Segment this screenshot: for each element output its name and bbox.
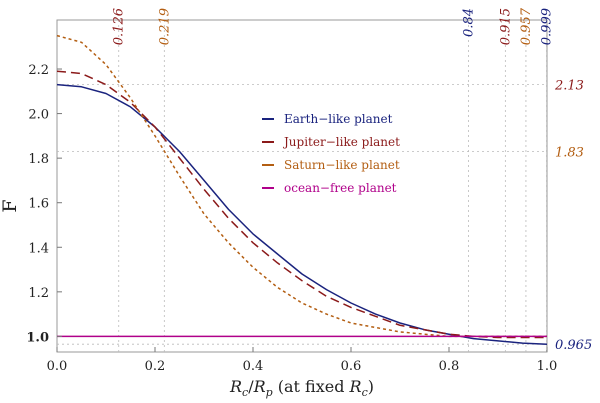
x-label-sub-c: c (242, 386, 248, 399)
ticks-layer: 0.0 0.2 0.4 0.6 0.8 1.0 1.0 1.2 1.4 1.6 1.8 2.0 2.2 (26, 63, 557, 374)
legend-label-2: Saturn−like planet (284, 158, 400, 172)
x-label-sub-c2: c (362, 386, 368, 399)
top-annotation-3: 0.915 (498, 8, 513, 45)
legend-label-1: Jupiter−like planet (282, 135, 400, 149)
top-annotation-5: 0.999 (540, 8, 555, 45)
right-annotation-2: 0.965 (555, 338, 592, 353)
right-annotation-1: 1.83 (555, 145, 584, 160)
x-label-r3: R (349, 377, 362, 396)
legend-label-3: ocean−free planet (284, 181, 397, 195)
x-tick-label-1: 0.2 (145, 359, 166, 374)
legend-label-0: Earth−like planet (284, 112, 393, 126)
top-annotation-4: 0.957 (519, 7, 534, 45)
x-axis-label: Rc/Rp (at fixed Rc) (229, 377, 374, 399)
y-tick-label-2: 1.4 (28, 241, 49, 256)
top-annotation-2: 0.84 (462, 8, 477, 37)
x-tick-label-5: 1.0 (537, 359, 558, 374)
top-annotation-1: 0.219 (157, 8, 172, 45)
x-label-r1: R (229, 377, 242, 396)
y-tick-label-4: 1.8 (28, 152, 49, 167)
x-tick-label-4: 0.8 (439, 359, 460, 374)
x-label-rest: (at fixed (273, 377, 350, 396)
plot-frame (56, 19, 548, 353)
annotation-labels: 0.126 0.219 0.84 0.915 0.957 0.999 2.13 1.83 0.9… (112, 7, 592, 353)
x-label-slash: / (248, 377, 254, 396)
annotation-lines (57, 20, 547, 352)
y-tick-label-5: 2.0 (28, 108, 49, 123)
x-tick-label-2: 0.4 (243, 359, 264, 374)
series-layer (56, 34, 548, 345)
y-tick-label-3: 1.6 (28, 197, 49, 212)
x-tick-label-0: 0.0 (47, 359, 68, 374)
y-tick-label-0: 1.0 (26, 330, 49, 345)
x-label-close: ) (368, 377, 374, 396)
right-annotation-0: 2.13 (554, 79, 584, 94)
x-label-r2: R (253, 377, 266, 396)
top-annotation-0: 0.126 (112, 8, 127, 45)
y-tick-label-6: 2.2 (28, 63, 49, 78)
y-tick-label-1: 1.2 (28, 286, 49, 301)
series-line-2 (56, 34, 547, 338)
x-tick-label-3: 0.6 (341, 359, 362, 374)
y-axis-label: F (0, 199, 21, 212)
legend: Earth−like planet Jupiter−like planet Satu… (262, 112, 400, 195)
x-label-sub-p: p (266, 386, 273, 399)
